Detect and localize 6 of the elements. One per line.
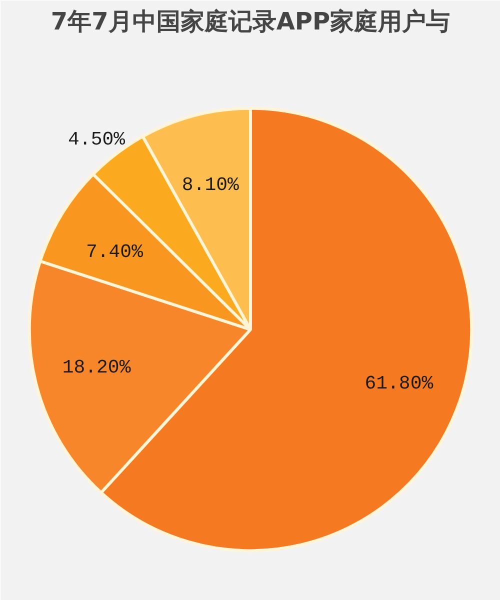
data-label: 18.20%: [62, 356, 132, 379]
data-label: 7.40%: [86, 240, 144, 263]
chart-title: 7年7月中国家庭记录APP家庭用户与: [50, 8, 450, 36]
data-label: 61.80%: [364, 372, 434, 395]
data-label: 4.50%: [68, 128, 126, 150]
data-label: 8.10%: [182, 174, 240, 196]
